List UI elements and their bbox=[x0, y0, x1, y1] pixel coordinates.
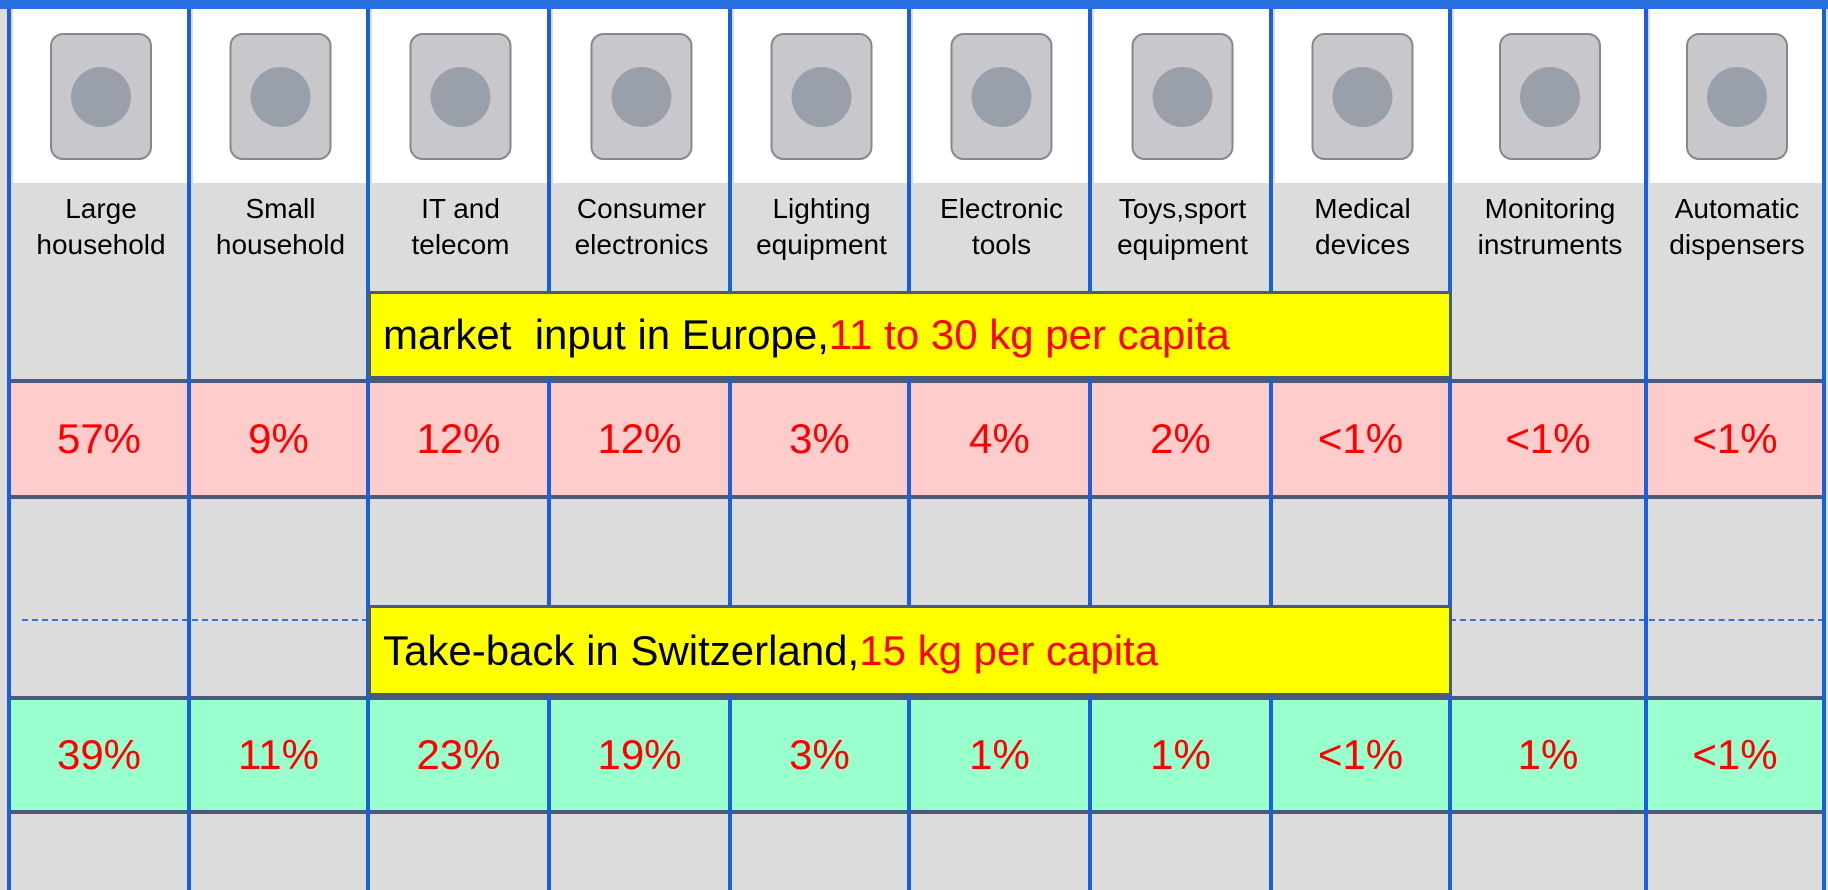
label-line: household bbox=[36, 229, 166, 260]
label-line: household bbox=[215, 229, 346, 260]
label-line: dispensers bbox=[1669, 229, 1805, 260]
column-divider bbox=[366, 0, 370, 890]
label-line: tools bbox=[971, 229, 1032, 260]
column-divider bbox=[187, 0, 191, 890]
banner-highlight: 15 kg per capita bbox=[859, 626, 1159, 674]
product-photo bbox=[13, 9, 189, 183]
share-value: 9% bbox=[248, 415, 309, 462]
share-value: 57% bbox=[56, 415, 142, 462]
product-photo bbox=[913, 9, 1090, 183]
share-value: 12% bbox=[416, 415, 501, 462]
label-line: instruments bbox=[1477, 229, 1623, 260]
column-label: Monitoring instruments bbox=[1452, 183, 1648, 289]
share-value: <1% bbox=[1317, 731, 1404, 778]
europe-row bbox=[9, 379, 1824, 499]
product-photo bbox=[1275, 9, 1450, 183]
label-line: Consumer bbox=[576, 193, 707, 224]
share-value: 3% bbox=[789, 731, 850, 778]
column-divider bbox=[1448, 0, 1452, 890]
product-icon bbox=[409, 33, 512, 160]
label-line: equipment bbox=[1117, 229, 1248, 260]
product-icon bbox=[1311, 33, 1414, 160]
column-label: Automatic dispensers bbox=[1648, 183, 1826, 289]
column-label: Large household bbox=[11, 183, 191, 289]
share-value: <1% bbox=[1317, 415, 1404, 462]
label-line: Small bbox=[245, 193, 316, 224]
label-line: Medical bbox=[1314, 193, 1411, 224]
label-line: IT and bbox=[421, 193, 500, 224]
product-icon bbox=[50, 33, 152, 160]
column-divider bbox=[1269, 0, 1273, 890]
column-divider bbox=[1822, 0, 1826, 890]
product-photo bbox=[1094, 9, 1271, 183]
label-line: equipment bbox=[756, 229, 887, 260]
product-photo bbox=[734, 9, 909, 183]
column-divider bbox=[7, 0, 11, 890]
share-value: 19% bbox=[597, 731, 682, 778]
label-line: devices bbox=[1315, 229, 1410, 260]
product-photo bbox=[553, 9, 730, 183]
label-line: Lighting bbox=[772, 193, 871, 224]
product-icon bbox=[770, 33, 873, 160]
europe-banner: market input in Europe, 11 to 30 kg per … bbox=[368, 291, 1452, 379]
label-line: electronics bbox=[574, 229, 709, 260]
product-icon bbox=[1131, 33, 1234, 160]
share-value: 1% bbox=[969, 731, 1030, 778]
switzerland-row bbox=[9, 696, 1824, 814]
product-photo bbox=[1454, 9, 1646, 183]
column-label: Electronic tools bbox=[911, 183, 1092, 289]
column-label: Medical devices bbox=[1273, 183, 1452, 289]
share-value: 23% bbox=[416, 731, 501, 778]
share-value: 12% bbox=[597, 415, 682, 462]
share-value: 1% bbox=[1150, 731, 1211, 778]
column-divider bbox=[1088, 0, 1092, 890]
share-value: 2% bbox=[1150, 415, 1211, 462]
column-divider bbox=[728, 0, 732, 890]
label-line: Automatic bbox=[1674, 193, 1800, 224]
product-icon bbox=[229, 33, 332, 160]
product-icon bbox=[590, 33, 693, 160]
label-line: Monitoring bbox=[1484, 193, 1616, 224]
banner-text: market input in Europe, bbox=[383, 311, 829, 358]
banner-text: Take-back in Switzerland, bbox=[383, 626, 860, 674]
column-divider bbox=[547, 0, 551, 890]
column-divider bbox=[1644, 0, 1648, 890]
share-value: 3% bbox=[789, 415, 850, 462]
share-value: 39% bbox=[56, 731, 142, 778]
product-photo bbox=[193, 9, 368, 183]
product-icon bbox=[950, 33, 1053, 160]
share-value: 4% bbox=[969, 415, 1030, 462]
label-line: Electronic bbox=[940, 193, 1063, 224]
dashed-line bbox=[22, 619, 368, 621]
column-label: Lighting equipment bbox=[732, 183, 911, 289]
share-value: 1% bbox=[1517, 731, 1579, 778]
dashed-line bbox=[1450, 619, 1824, 621]
column-label: Small household bbox=[191, 183, 370, 289]
product-icon bbox=[1686, 33, 1788, 160]
column-label: Toys,sport equipment bbox=[1092, 183, 1273, 289]
switzerland-banner: Take-back in Switzerland, 15 kg per capi… bbox=[368, 605, 1452, 696]
share-value: <1% bbox=[1692, 731, 1778, 778]
column-label: IT and telecom bbox=[370, 183, 551, 289]
label-line: Toys,sport bbox=[1118, 193, 1247, 224]
product-icon bbox=[1499, 33, 1601, 160]
share-value: 11% bbox=[238, 731, 319, 778]
product-photo bbox=[372, 9, 549, 183]
column-label: Consumer electronics bbox=[551, 183, 732, 289]
label-line: Large bbox=[65, 193, 137, 224]
column-divider bbox=[907, 0, 911, 890]
share-value: <1% bbox=[1692, 415, 1778, 462]
product-photo bbox=[1650, 9, 1824, 183]
share-value: <1% bbox=[1505, 415, 1591, 462]
top-border bbox=[0, 0, 1828, 9]
banner-highlight: 11 to 30 kg per capita bbox=[828, 311, 1230, 358]
label-line: telecom bbox=[411, 229, 510, 260]
